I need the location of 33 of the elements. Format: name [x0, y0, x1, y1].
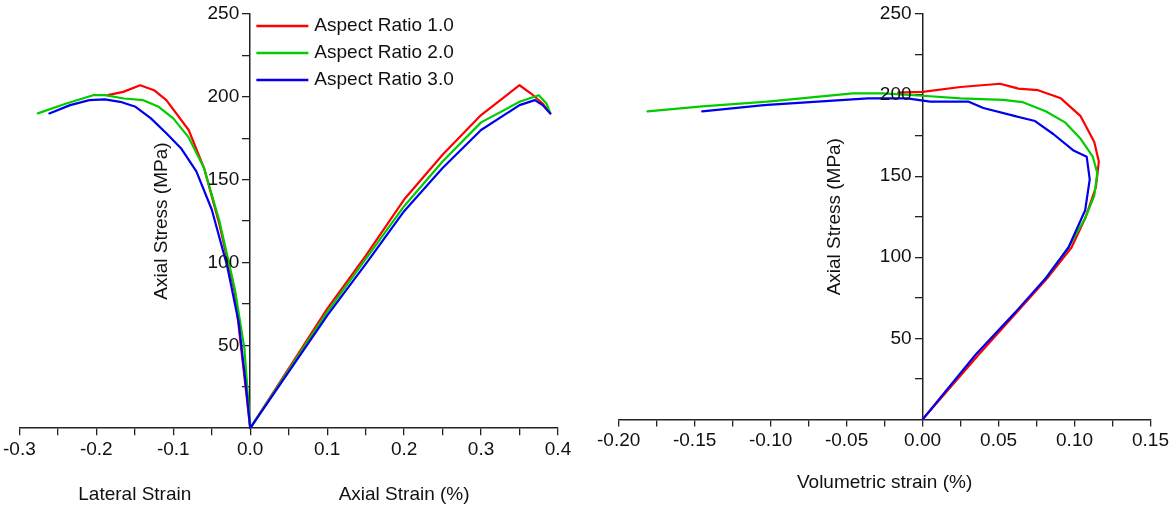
y-tick-label: 50 — [890, 326, 912, 348]
y-tick-label: 150 — [207, 167, 240, 189]
x-tick-label: 0.0 — [237, 437, 264, 459]
y-tick-label: 200 — [207, 85, 240, 107]
x-tick-label: 0.00 — [904, 429, 942, 451]
y-axis-title: Axial Stress (MPa) — [822, 138, 844, 296]
x-tick-label: -0.2 — [79, 437, 113, 459]
x-tick-label: -0.15 — [672, 429, 717, 451]
legend-label: Aspect Ratio 2.0 — [314, 41, 454, 63]
text: Lateral Strain — [78, 483, 192, 505]
y-tick-label: 100 — [879, 245, 912, 267]
y-tick-label: 150 — [879, 164, 912, 186]
legend-label: Aspect Ratio 3.0 — [314, 68, 454, 90]
x-tick-label: 0.15 — [1132, 429, 1169, 451]
x-tick-label: 0.4 — [544, 437, 572, 459]
x-tick-label: 0.10 — [1056, 429, 1094, 451]
x-tick-label: -0.10 — [748, 429, 793, 451]
y-tick-label: 250 — [879, 2, 912, 24]
x-tick-label: -0.20 — [597, 429, 641, 451]
y-tick-label: 50 — [218, 333, 240, 355]
x-tick-label: 0.05 — [980, 429, 1018, 451]
x-tick-label: -0.05 — [824, 429, 869, 451]
y-tick-label: 250 — [207, 2, 240, 24]
x-tick-label: 0.2 — [390, 437, 418, 459]
x-tick-label: -0.3 — [2, 437, 36, 459]
x-tick-label: -0.1 — [156, 437, 190, 459]
x-axis-title: Axial Strain (%) — [338, 483, 470, 505]
x-axis-title: Volumetric strain (%) — [796, 470, 973, 492]
y-axis-title: Axial Stress (MPa) — [150, 142, 172, 300]
x-tick-label: 0.3 — [467, 437, 495, 459]
legend-label: Aspect Ratio 1.0 — [314, 14, 454, 36]
x-tick-label: 0.1 — [313, 437, 341, 459]
y-tick-label: 200 — [879, 83, 912, 105]
